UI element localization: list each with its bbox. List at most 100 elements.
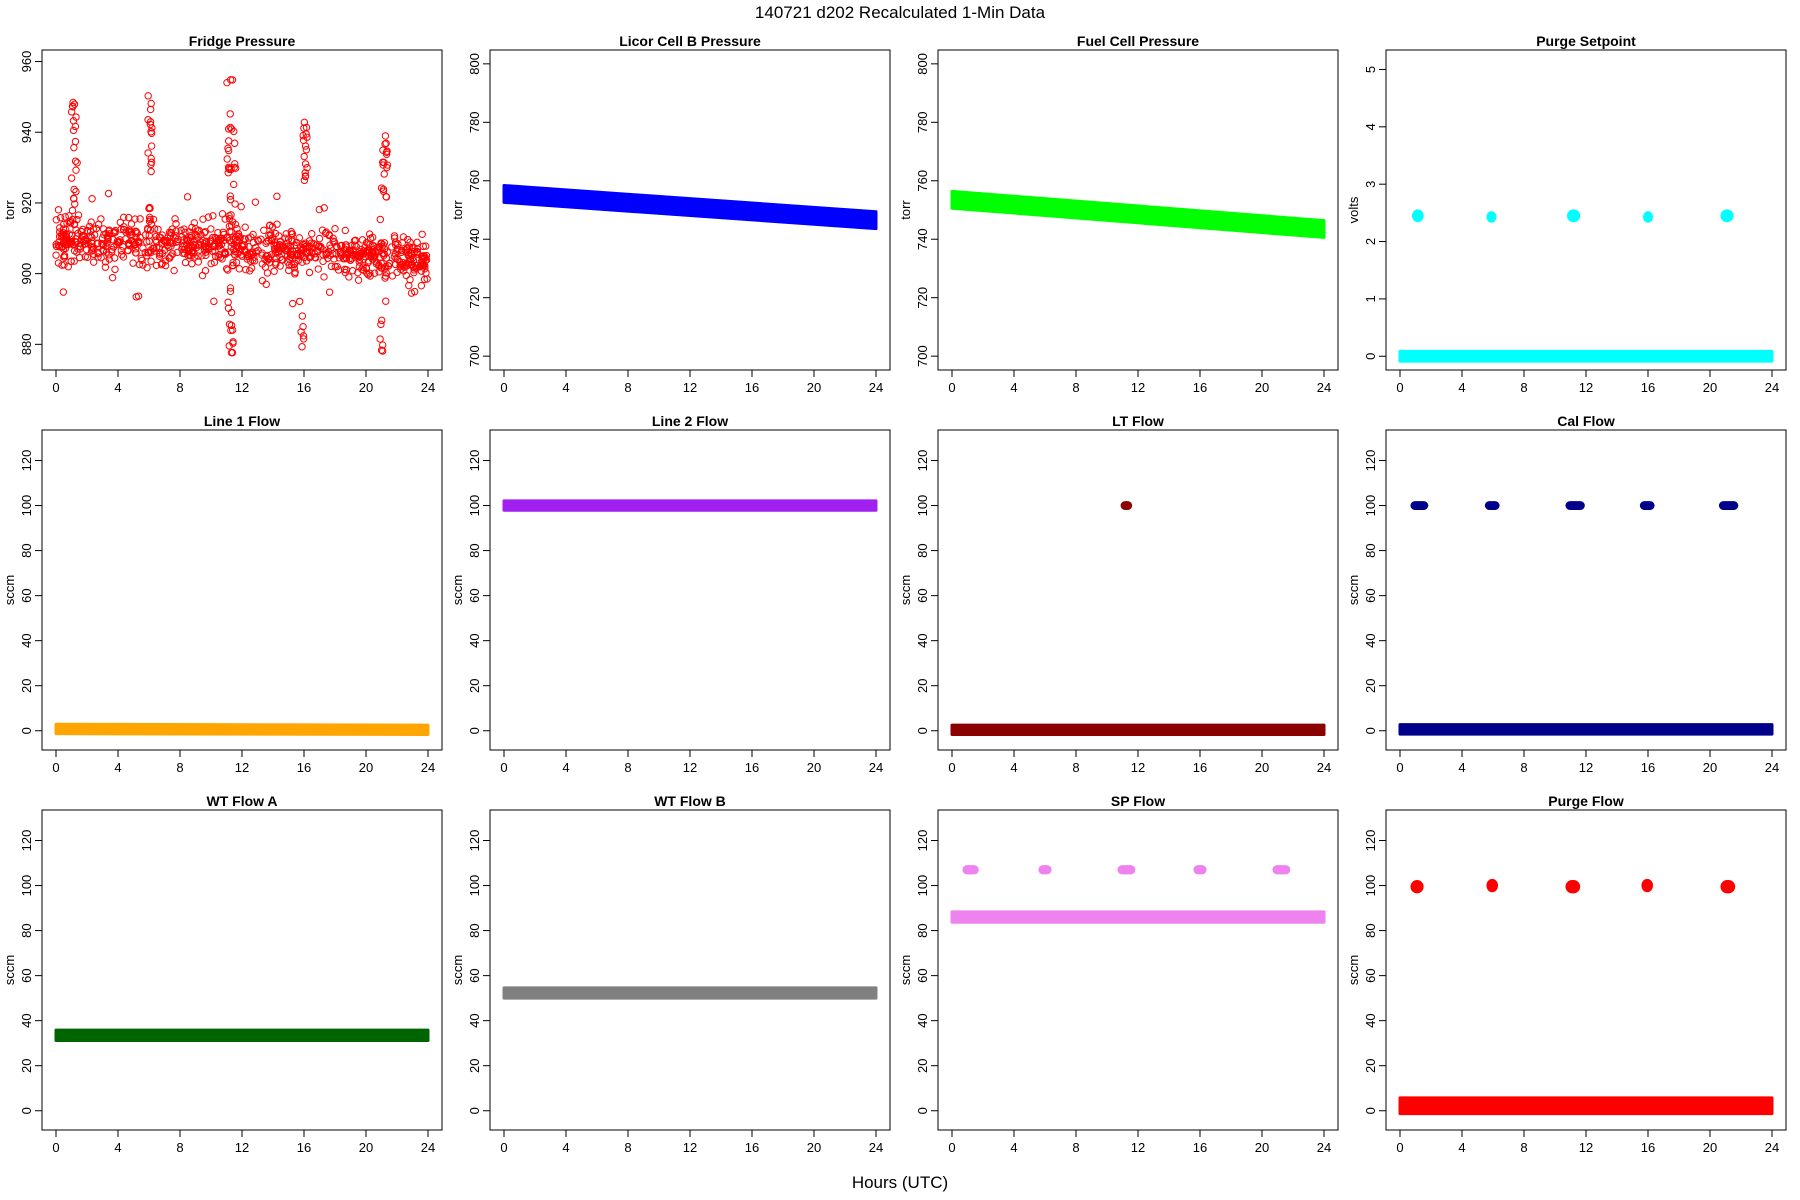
data-point (320, 204, 328, 212)
x-tick-label: 24 (421, 1140, 435, 1155)
data-point (224, 146, 233, 155)
data-point (382, 193, 391, 201)
y-tick-label: 760 (467, 170, 482, 192)
y-tick-label: 20 (1363, 678, 1378, 692)
data-point (141, 231, 150, 239)
x-tick-label: 4 (1458, 380, 1465, 395)
y-axis-label: volts (1346, 196, 1361, 223)
data-point (145, 237, 153, 245)
y-tick-label: 720 (915, 287, 930, 309)
x-tick-label: 0 (948, 380, 955, 395)
data-point (379, 185, 388, 194)
y-tick-label: 20 (915, 1058, 930, 1072)
data-point (216, 253, 225, 262)
data-point (92, 224, 101, 233)
data-point (202, 244, 210, 252)
data-point (139, 261, 147, 269)
series-band-0 (502, 986, 878, 1000)
plot-frame (937, 809, 1339, 1131)
data-point (117, 246, 125, 255)
y-tick-label: 120 (467, 450, 482, 472)
data-point (191, 241, 200, 250)
data-point (305, 247, 314, 255)
data-marks (950, 189, 1326, 239)
data-point (111, 254, 119, 262)
data-point (258, 249, 266, 257)
data-point (144, 249, 152, 257)
x-tick-label: 24 (1317, 760, 1331, 775)
data-point (312, 254, 320, 262)
data-point (152, 261, 161, 270)
y-axis-label: sccm (450, 955, 465, 985)
data-point (70, 100, 79, 108)
data-point (274, 245, 282, 253)
y-tick-label: 40 (915, 633, 930, 647)
series-band-0 (54, 1028, 430, 1042)
data-point (83, 253, 92, 262)
data-point (61, 244, 70, 253)
data-point (59, 220, 68, 229)
data-point (147, 128, 155, 136)
data-point (86, 232, 95, 240)
data-point (119, 253, 128, 261)
data-point (188, 260, 196, 268)
data-point (214, 228, 222, 237)
data-point (68, 206, 77, 215)
data-point (105, 230, 114, 238)
y-tick-label: 80 (467, 543, 482, 557)
x-tick-label: 8 (1072, 1140, 1079, 1155)
x-tick-label: 4 (1010, 1140, 1017, 1155)
x-tick-label: 0 (52, 380, 59, 395)
data-point (189, 238, 198, 246)
data-point (54, 206, 63, 214)
data-point (260, 226, 268, 234)
plot-frame (489, 809, 891, 1131)
data-point (380, 170, 388, 178)
data-point (302, 146, 311, 154)
y-tick-label: 1 (1363, 295, 1378, 302)
y-axis-label: torr (898, 200, 913, 220)
y-axis-label: sccm (2, 955, 17, 985)
data-point (377, 320, 385, 329)
data-point (283, 242, 291, 251)
data-point (111, 265, 119, 274)
data-point (291, 259, 299, 267)
data-point (198, 271, 207, 280)
series-cluster-4 (1641, 878, 1654, 893)
x-tick-label: 0 (1396, 760, 1403, 775)
data-point (247, 233, 255, 241)
x-axis: 0 4 8 12 16 20 24 (500, 370, 883, 395)
data-point (272, 259, 280, 267)
data-point (379, 249, 387, 258)
chart-title: LT Flow (1112, 413, 1164, 429)
series-cluster-1 (1412, 209, 1424, 223)
data-point (150, 247, 159, 255)
x-tick-label: 4 (1010, 760, 1017, 775)
x-tick-label: 20 (1703, 1140, 1717, 1155)
x-tick-label: 8 (624, 1140, 631, 1155)
data-point (226, 123, 235, 132)
y-axis: 0 20 40 60 80 100 120 (1363, 450, 1386, 734)
data-point (270, 267, 278, 275)
data-point (301, 172, 310, 180)
data-point (204, 213, 213, 221)
y-axis-label: sccm (898, 955, 913, 985)
data-point (399, 260, 407, 269)
x-tick-label: 24 (869, 1140, 883, 1155)
y-tick-label: 80 (19, 923, 34, 937)
data-point (410, 268, 418, 277)
chart-panel-5: Line 2 Flow 0 4 8 12 16 20 24 0 20 40 60 80 100 120 scc… (450, 413, 891, 775)
x-tick-label: 16 (745, 760, 759, 775)
x-tick-label: 16 (1641, 1140, 1655, 1155)
data-point (173, 248, 181, 257)
data-point (161, 237, 170, 245)
series-cluster-4 (1639, 501, 1655, 510)
data-point (321, 229, 330, 238)
data-point (127, 236, 135, 245)
data-point (410, 247, 419, 256)
x-tick-label: 4 (114, 760, 121, 775)
data-point (349, 251, 357, 259)
y-tick-label: 60 (19, 588, 34, 602)
y-axis: 0 20 40 60 80 100 120 (1363, 830, 1386, 1114)
y-axis: 700 720 740 760 780 800 (915, 53, 938, 367)
